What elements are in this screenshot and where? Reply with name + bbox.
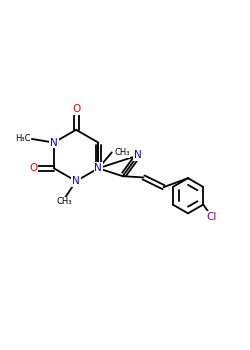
Text: N: N: [94, 163, 102, 173]
Text: CH₃: CH₃: [114, 148, 130, 157]
Text: O: O: [29, 163, 37, 173]
Text: N: N: [72, 176, 80, 186]
Text: H₃C: H₃C: [15, 134, 31, 144]
Text: O: O: [72, 104, 80, 114]
Text: N: N: [134, 150, 142, 160]
Text: N: N: [50, 138, 58, 148]
Text: CH₃: CH₃: [56, 197, 72, 206]
Text: Cl: Cl: [207, 212, 217, 222]
